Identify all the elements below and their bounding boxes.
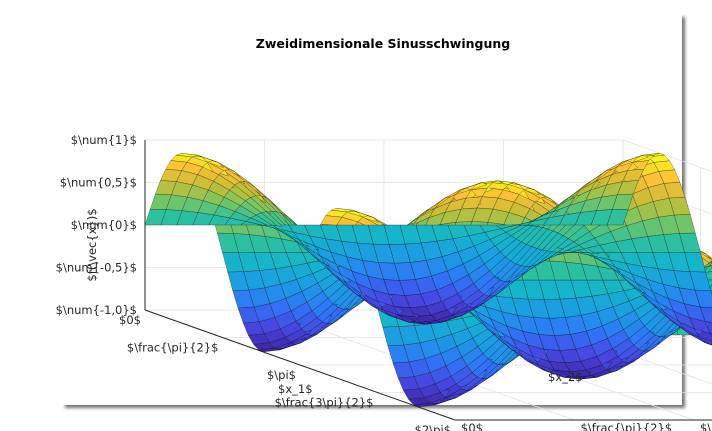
- y-tick-label: $\frac{\pi}{2}$: [581, 421, 673, 431]
- z-tick-label: $\num{0,5}$: [60, 176, 137, 190]
- z-tick-label: $\num{0}$: [71, 218, 137, 232]
- x-tick-label: $\frac{\pi}{2}$: [127, 341, 219, 355]
- x-tick-label: $\pi$: [267, 368, 296, 382]
- z-axis-label: $f(\vec{x})$: [85, 208, 99, 281]
- x-axis-label: $x_1$: [278, 382, 313, 396]
- y-axis-label: $x_2$: [548, 370, 583, 384]
- z-tick-label: $\num{1}$: [71, 133, 137, 147]
- x-tick-label: $\frac{3\pi}{2}$: [275, 396, 374, 410]
- x-tick-label: $2\pi$: [415, 423, 451, 431]
- chart-title: Zweidimensionale Sinusschwingung: [256, 36, 510, 51]
- y-tick-label: $\pi$: [700, 421, 712, 431]
- y-tick-label: $0$: [461, 421, 483, 431]
- x-tick-label: $0$: [119, 313, 141, 327]
